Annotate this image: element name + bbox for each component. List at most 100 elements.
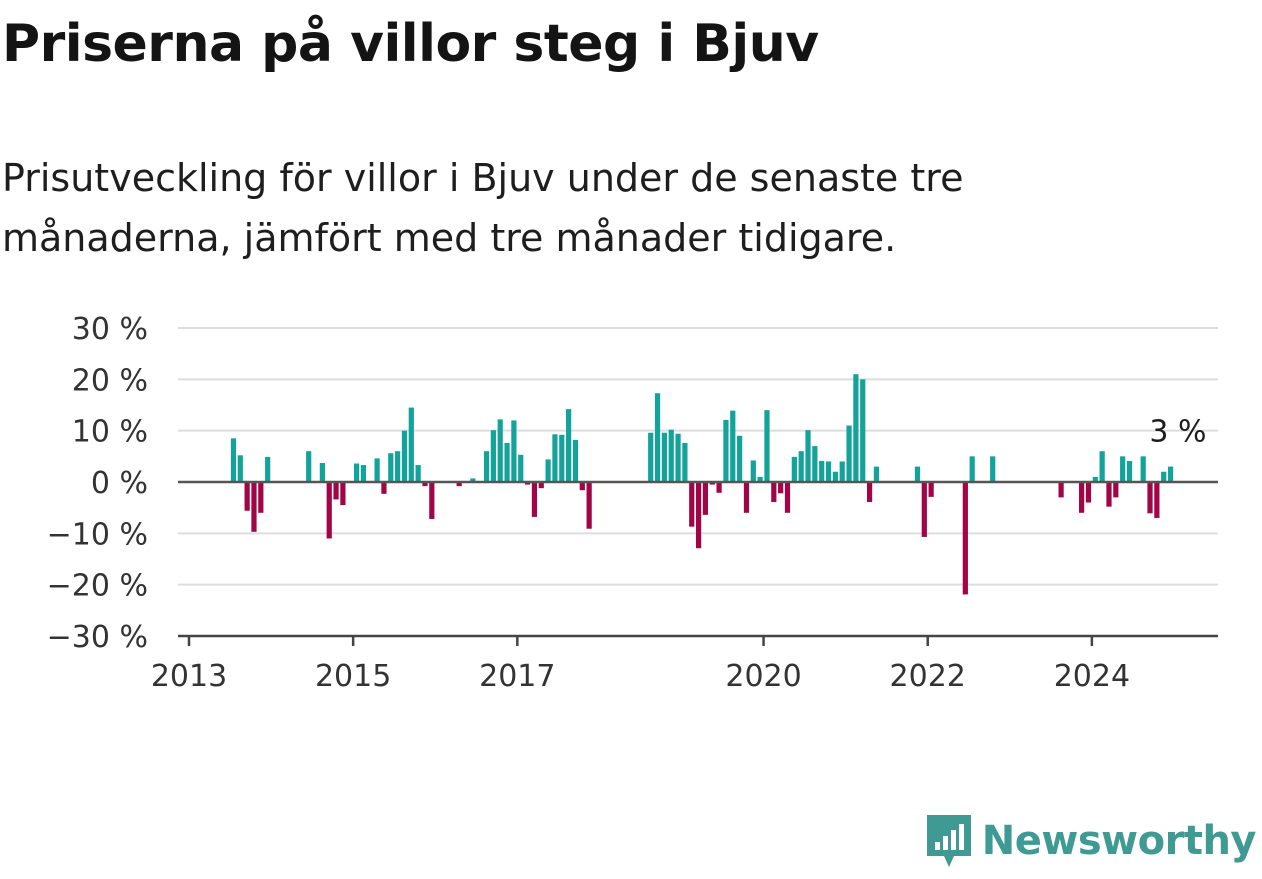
y-tick-label: 30 % <box>72 312 148 347</box>
bar <box>258 482 264 513</box>
bar <box>1058 482 1064 498</box>
bar <box>1154 482 1160 518</box>
bar <box>381 482 387 494</box>
bar <box>422 482 428 487</box>
bar <box>778 482 784 494</box>
last-value-annotation: 3 % <box>1149 415 1206 450</box>
bar <box>552 434 558 482</box>
bar <box>1126 460 1133 482</box>
bar <box>798 451 804 482</box>
bar <box>873 466 880 482</box>
bar <box>832 471 838 482</box>
bar <box>401 430 408 482</box>
bar <box>962 482 968 595</box>
bar <box>689 482 695 527</box>
y-tick-label: 10 % <box>72 415 148 450</box>
bar <box>661 432 667 482</box>
bars <box>230 374 1174 595</box>
bar <box>1120 456 1126 482</box>
bar <box>825 461 832 482</box>
x-tick-label: 2013 <box>151 659 227 694</box>
bar <box>784 482 791 513</box>
bar <box>415 465 421 482</box>
bar <box>819 460 825 482</box>
bar <box>497 419 503 482</box>
brand-name: Newsworthy <box>981 818 1257 864</box>
bar <box>518 454 524 482</box>
bar <box>531 482 538 517</box>
bar <box>340 482 346 506</box>
bar <box>1106 482 1112 507</box>
bar <box>388 453 394 482</box>
bar <box>490 430 496 482</box>
bar <box>1167 466 1174 482</box>
bar <box>353 463 360 482</box>
chart-title: Priserna på villor steg i Bjuv <box>2 14 819 74</box>
bar <box>791 456 797 482</box>
bar <box>990 456 996 482</box>
bar <box>921 482 927 537</box>
bar <box>429 482 435 519</box>
bar <box>1161 471 1167 482</box>
x-axis-ticks: 2013 2015 2017 2020 2022 2024 <box>151 636 1130 694</box>
bar <box>1079 482 1085 513</box>
newsworthy-brand: Newsworthy <box>924 811 1257 871</box>
bar <box>805 430 811 482</box>
bar <box>668 429 674 482</box>
bar <box>654 393 661 482</box>
bar <box>1085 482 1092 503</box>
x-tick-label: 2020 <box>725 659 801 694</box>
x-tick-label: 2017 <box>479 659 555 694</box>
bar <box>319 463 325 482</box>
x-tick-label: 2015 <box>315 659 391 694</box>
bar <box>648 432 654 482</box>
bar <box>928 482 934 497</box>
bar <box>251 482 257 532</box>
bar <box>566 409 572 482</box>
bar <box>702 482 709 515</box>
bar <box>682 442 688 482</box>
bar <box>1099 451 1105 482</box>
bar <box>545 459 551 482</box>
bar <box>470 478 476 482</box>
bar <box>374 458 380 482</box>
bar <box>230 438 237 482</box>
bar <box>244 482 250 511</box>
bar <box>723 419 729 482</box>
bar <box>572 439 579 482</box>
y-axis-ticks: 30 % 20 % 10 % 0 % −10 % −20 % −30 % <box>47 312 148 655</box>
bar <box>579 482 585 491</box>
bar <box>757 476 763 482</box>
newsworthy-logo-icon <box>926 815 971 867</box>
bar <box>1140 456 1146 482</box>
bar <box>764 410 770 482</box>
bar <box>750 460 756 482</box>
bar <box>586 482 592 529</box>
bar <box>483 451 490 482</box>
x-tick-label: 2024 <box>1054 659 1130 694</box>
bar <box>360 465 367 482</box>
bar <box>771 482 777 503</box>
y-tick-label: −20 % <box>47 569 148 604</box>
bar <box>914 466 921 482</box>
x-tick-label: 2022 <box>890 659 966 694</box>
bar <box>846 425 852 482</box>
bar <box>866 482 873 503</box>
bar <box>237 455 243 482</box>
bar <box>860 379 866 482</box>
bar <box>559 434 565 482</box>
bar <box>326 482 332 539</box>
bar <box>695 482 702 549</box>
bar <box>265 456 271 482</box>
bar <box>408 407 414 482</box>
bar <box>812 446 818 482</box>
bar <box>675 433 681 482</box>
bar <box>1092 476 1098 482</box>
y-tick-label: 20 % <box>72 363 148 398</box>
bar <box>839 461 845 482</box>
bar <box>853 374 859 482</box>
bar <box>333 482 339 500</box>
bar <box>1113 482 1119 498</box>
bar <box>730 410 736 482</box>
